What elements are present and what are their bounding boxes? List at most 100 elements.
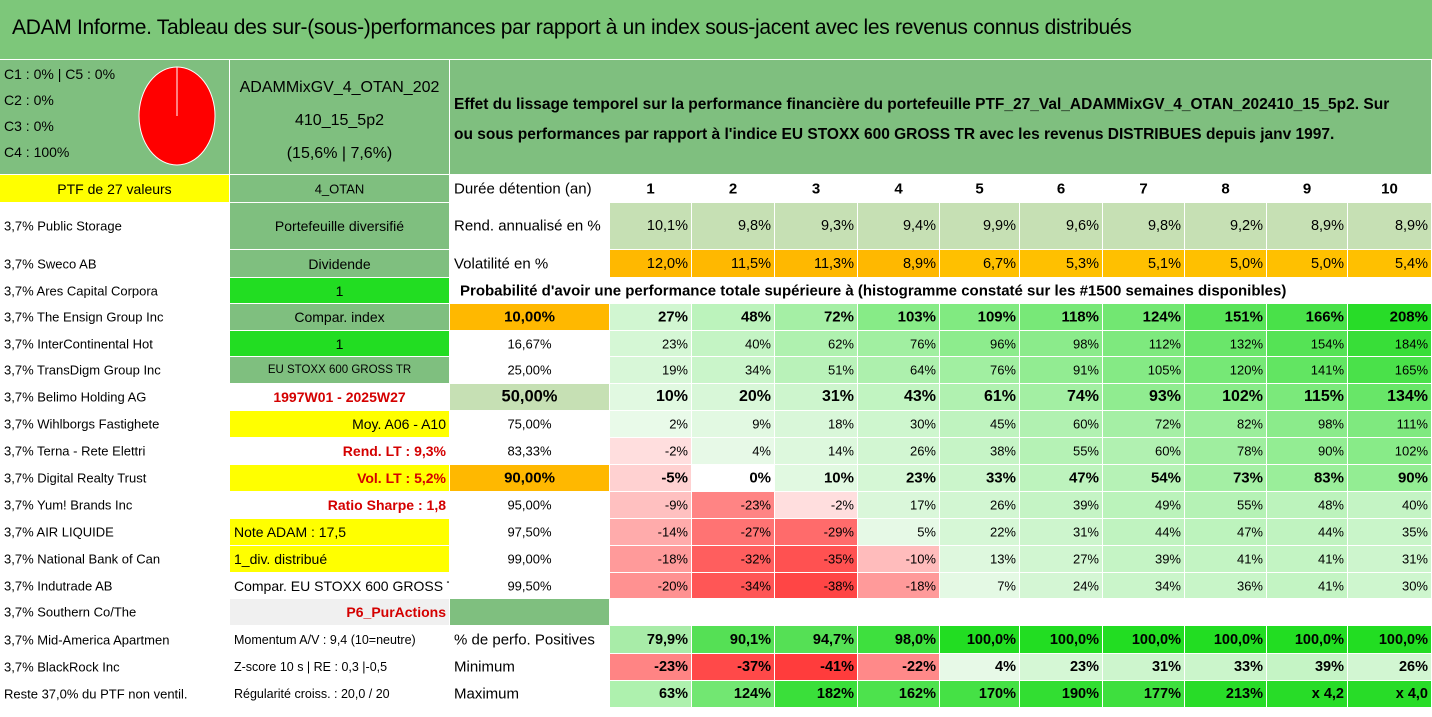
value-cell: -37%	[692, 654, 775, 681]
value-cell: 47%	[1020, 465, 1103, 492]
value-text: 9%	[752, 416, 771, 432]
holding-row: 3,7% The Ensign Group Inc	[0, 304, 230, 331]
value-cell: 9,8%	[692, 203, 775, 250]
value-text: 9,2%	[1229, 218, 1263, 234]
value-cell: 43%	[858, 384, 940, 411]
value-text: 55%	[1072, 443, 1099, 459]
info-cell: Note ADAM : 17,5	[230, 519, 450, 546]
value-cell: 93%	[1103, 384, 1185, 411]
info-value: 4_OTAN	[314, 181, 365, 196]
value-text: 40%	[1401, 497, 1428, 513]
value-cell: 79,9%	[610, 626, 692, 654]
holding-label: 3,7% Belimo Holding AG	[4, 389, 147, 405]
value-cell: 170%	[940, 681, 1020, 708]
value-text: 27%	[657, 308, 688, 326]
value-text: -2%	[830, 497, 854, 513]
value-cell: 4%	[692, 438, 775, 465]
value-cell: 33%	[1185, 654, 1267, 681]
value-cell: 9,3%	[775, 203, 858, 250]
value-text: 10%	[655, 388, 688, 405]
info-value: Rend. LT : 9,3%	[342, 443, 446, 459]
info-value: 1997W01 - 2025W27	[273, 389, 406, 405]
value-cell: -5%	[610, 465, 692, 492]
value-text: 39%	[1154, 551, 1181, 567]
value-cell: 111%	[1348, 411, 1432, 438]
value-cell: 83%	[1267, 465, 1348, 492]
row-label: Rend. annualisé en %	[454, 217, 601, 235]
value-text: 11,3%	[813, 255, 854, 272]
value-cell: -2%	[775, 492, 858, 519]
info-value: Z-score 10 s | RE : 0,3 |-0,5	[234, 660, 388, 674]
holding-label: 3,7% BlackRock Inc	[4, 659, 120, 675]
value-text: 103%	[897, 308, 936, 326]
value-cell: 5,1%	[1103, 250, 1185, 278]
holding-row: 3,7% Sweco AB	[0, 250, 230, 278]
holding-label: 3,7% TransDigm Group Inc	[4, 362, 161, 378]
value-text: 124%	[733, 686, 771, 702]
description-panel: Effet du lissage temporel sur la perform…	[450, 60, 1432, 175]
value-text: 94,7%	[812, 631, 854, 648]
value-text: -20%	[657, 578, 688, 593]
value-text: 118%	[1061, 308, 1099, 326]
probability-threshold-cell: 75,00%	[450, 411, 610, 438]
value-cell: 162%	[858, 681, 940, 708]
value-text: 31%	[1072, 524, 1099, 540]
value-cell: 55%	[1020, 438, 1103, 465]
pie-legend-label: C1 : 0% | C5 : 0%	[4, 66, 116, 82]
probability-threshold-cell: 10,00%	[450, 304, 610, 331]
value-text: 9,9%	[982, 218, 1016, 234]
holding-label: 3,7% Ares Capital Corpora	[4, 283, 158, 298]
value-cell: 19%	[610, 357, 692, 384]
value-cell: 124%	[1103, 304, 1185, 331]
value-text: 20%	[738, 388, 771, 405]
holding-label: 3,7% InterContinental Hot	[4, 336, 153, 351]
value-text: 76%	[989, 362, 1016, 378]
info-value: Compar. EU STOXX 600 GROSS TR	[234, 577, 450, 594]
probability-header-end	[1348, 278, 1432, 304]
value-text: 34%	[1154, 578, 1181, 593]
value-text: 9,6%	[1065, 218, 1099, 234]
value-cell: 100,0%	[1185, 626, 1267, 654]
probability-threshold-cell: 99,00%	[450, 546, 610, 573]
holding-row: 3,7% Public Storage	[0, 203, 230, 250]
value-text: 9,3%	[820, 218, 854, 234]
holding-row: 3,7% Indutrade AB	[0, 573, 230, 599]
value-cell: 48%	[692, 304, 775, 331]
value-cell: -2%	[610, 438, 692, 465]
holdings-header: PTF de 27 valeurs	[0, 175, 230, 203]
value-text: 73%	[1232, 469, 1263, 487]
value-text: 109%	[977, 308, 1016, 326]
description-line: ou sous performances par rapport à l'ind…	[454, 126, 1335, 143]
value-text: -10%	[905, 551, 936, 567]
holding-row: 3,7% Digital Realty Trust	[0, 465, 230, 492]
holding-row: 3,7% TransDigm Group Inc	[0, 357, 230, 384]
value-cell: 9,6%	[1020, 203, 1103, 250]
info-value: Vol. LT : 5,2%	[357, 470, 446, 486]
value-cell: 31%	[775, 384, 858, 411]
value-text: 61%	[983, 388, 1016, 405]
value-text: 60%	[1072, 416, 1099, 432]
value-text: 62%	[827, 336, 854, 351]
value-cell: 34%	[1103, 573, 1185, 599]
pie-legend-label: C3 : 0%	[4, 118, 54, 134]
holding-label: 3,7% The Ensign Group Inc	[4, 309, 164, 325]
value-text: 78%	[1236, 443, 1263, 459]
value-text: 36%	[1236, 578, 1263, 593]
value-cell: 5,0%	[1185, 250, 1267, 278]
probability-threshold-cell: 90,00%	[450, 465, 610, 492]
value-text: 30%	[909, 416, 936, 432]
probability-threshold-cell: 25,00%	[450, 357, 610, 384]
value-cell: 2%	[610, 411, 692, 438]
value-cell: 44%	[1103, 519, 1185, 546]
value-cell: 105%	[1103, 357, 1185, 384]
value-text: 10	[1381, 180, 1398, 197]
value-cell: 9,9%	[940, 203, 1020, 250]
value-text: 100,0%	[1378, 631, 1428, 648]
holding-label: Reste 37,0% du PTF non ventil.	[4, 686, 188, 702]
value-text: 213%	[1225, 686, 1263, 702]
probability-threshold: 99,00%	[507, 551, 552, 567]
value-text: 39%	[1072, 497, 1099, 513]
probability-threshold: 90,00%	[504, 469, 555, 487]
value-cell: 2	[692, 175, 775, 203]
value-text: 154%	[1310, 336, 1344, 351]
